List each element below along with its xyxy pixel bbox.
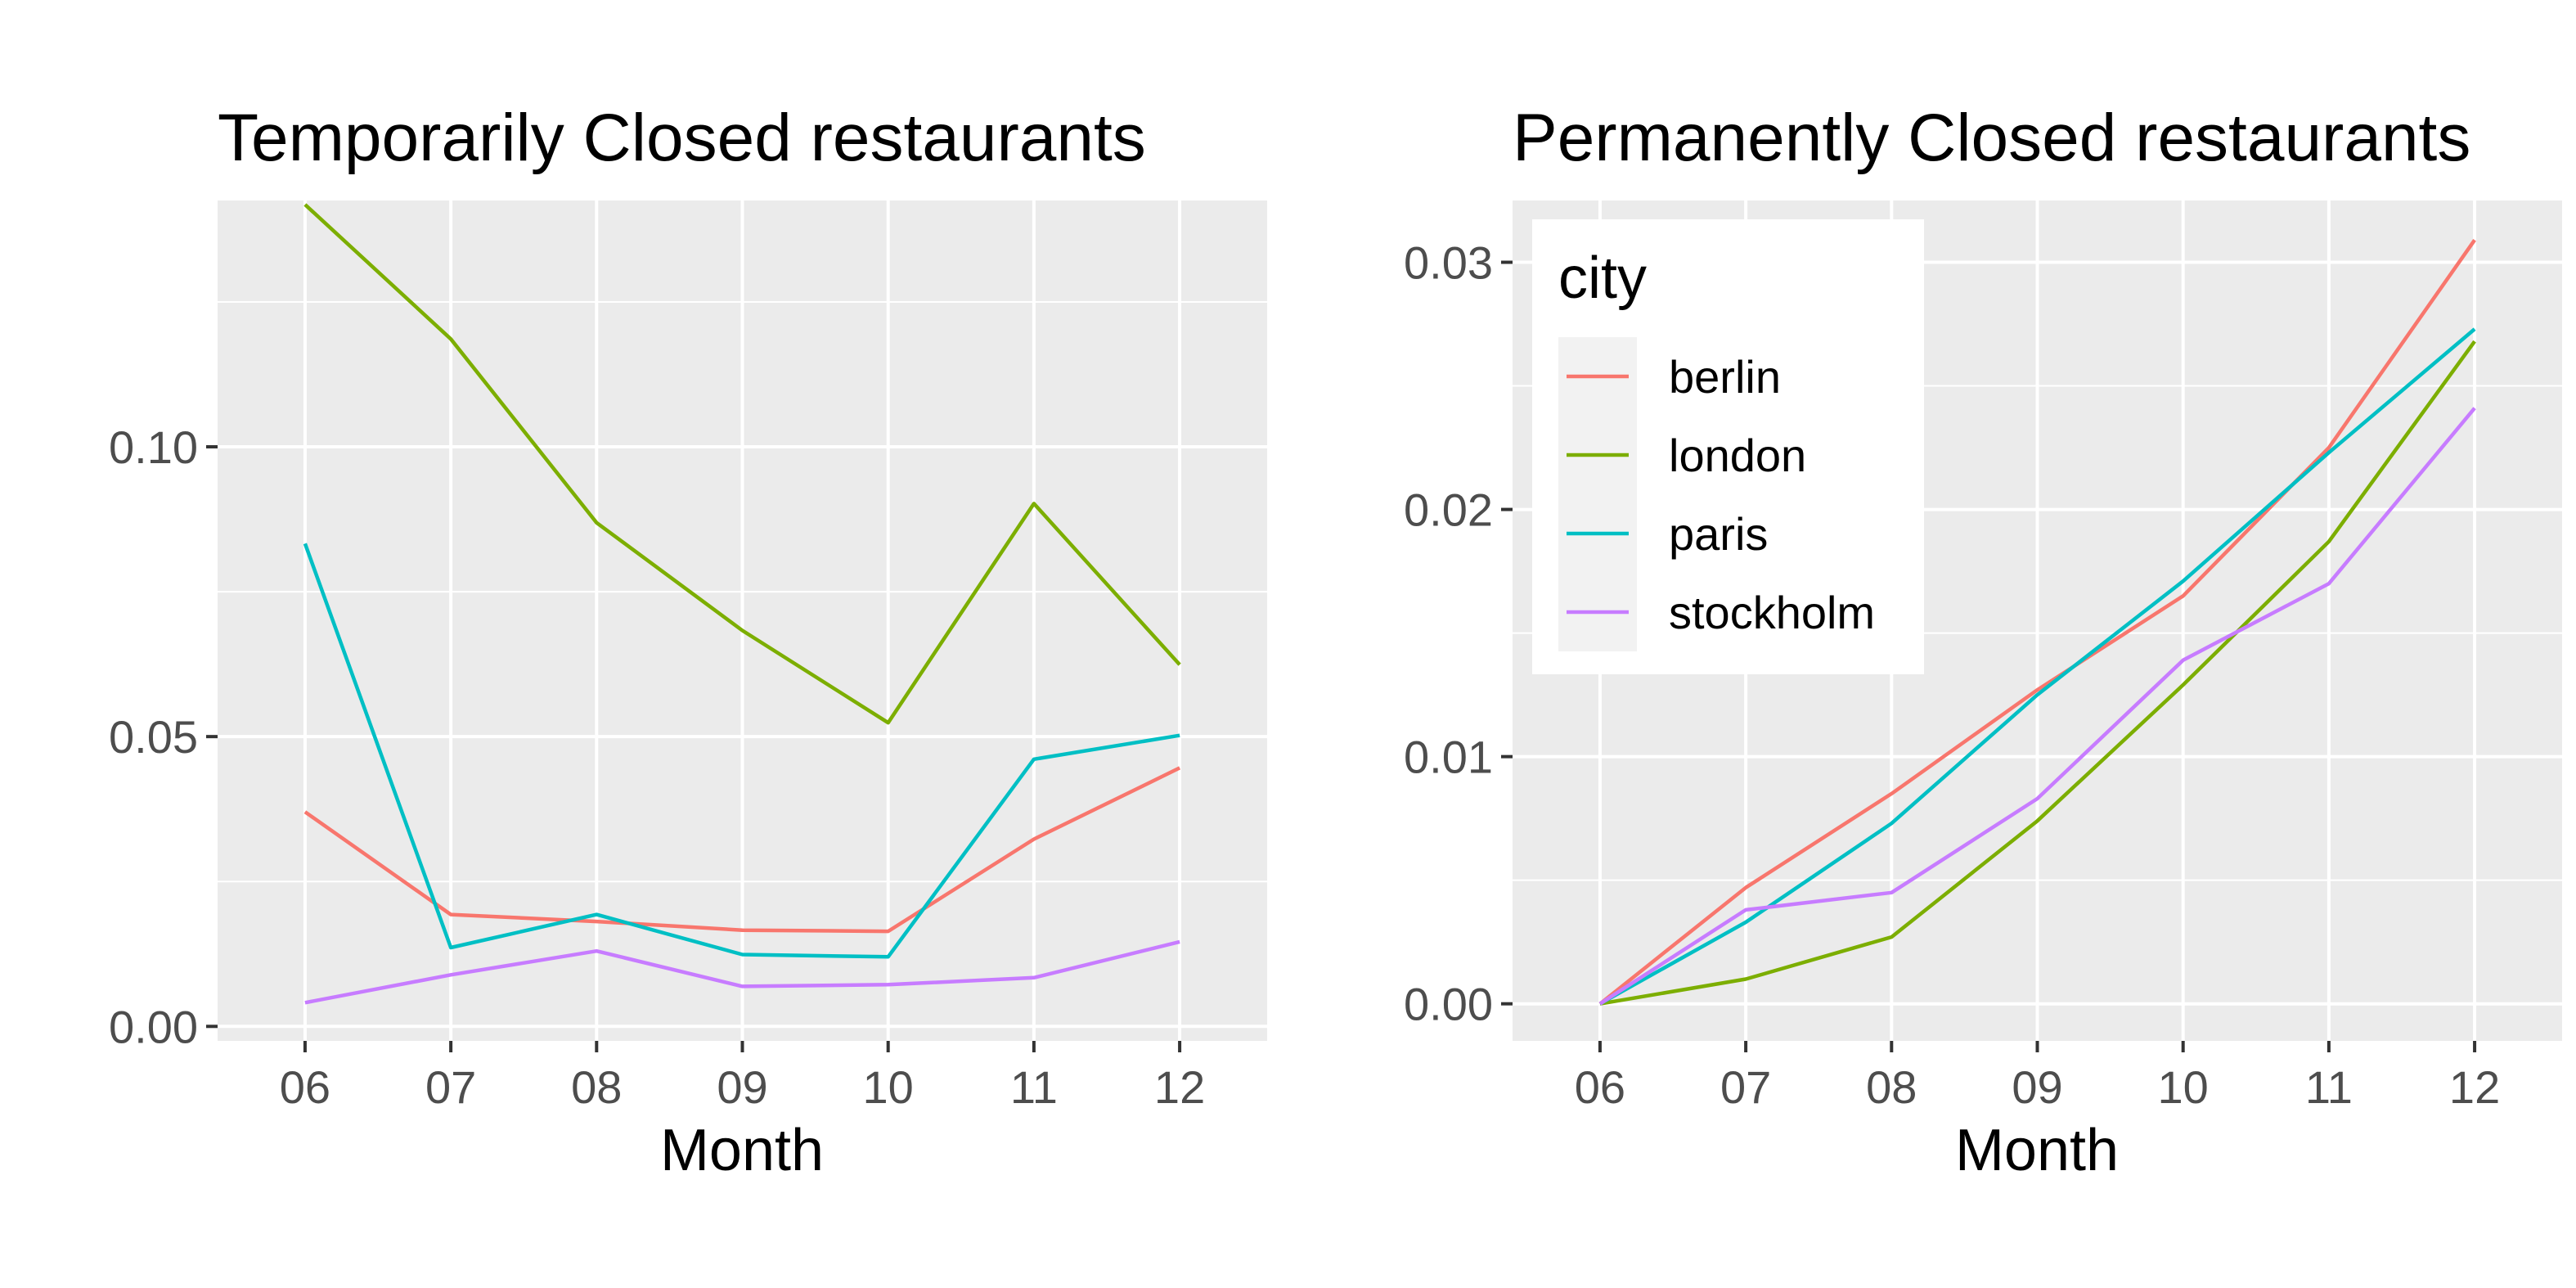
x-tick-label: 11 (2305, 1061, 2353, 1113)
x-tick-label: 09 (2012, 1061, 2062, 1113)
x-tick-label: 06 (1575, 1061, 1625, 1113)
x-tick-label: 10 (863, 1061, 914, 1113)
x-tick-label: 07 (1720, 1061, 1771, 1113)
y-tick-label: 0.00 (109, 1001, 198, 1052)
x-tick-label: 10 (2158, 1061, 2209, 1113)
series-line-london (1599, 340, 2476, 1006)
x-tick-label: 06 (280, 1061, 330, 1113)
x-axis-title: Month (1955, 1118, 2119, 1183)
x-axis-ticks: 06 07 08 09 10 11 12 (1575, 1041, 2500, 1113)
panel-title: Permanently Closed restaurants (1513, 101, 2470, 175)
series-lines (1598, 239, 2476, 1006)
series-line-paris (303, 543, 1180, 959)
y-axis-ticks: 0.00 0.01 0.02 0.03 (1404, 237, 1513, 1030)
y-tick-label: 0.03 (1404, 237, 1493, 289)
grid-lines (218, 200, 1267, 1041)
series-lines (303, 203, 1181, 1005)
legend-label-berlin: berlin (1669, 351, 1781, 403)
y-axis-ticks: 0.00 0.05 0.10 (109, 421, 218, 1052)
series-line-berlin (303, 766, 1181, 934)
panel-temporarily-closed: Temporarily Closed restaurants 0.000.050… (109, 101, 1267, 1183)
x-axis-title: Month (660, 1118, 824, 1183)
y-tick-label: 0.00 (1404, 979, 1493, 1030)
legend-label-paris: paris (1669, 508, 1768, 560)
x-tick-label: 11 (1010, 1061, 1058, 1113)
legend-entries: berlin london paris stockholm (1558, 337, 1875, 651)
x-tick-label: 09 (717, 1061, 767, 1113)
x-axis-ticks: 06 07 08 09 10 11 12 (280, 1041, 1205, 1113)
y-tick-label: 0.01 (1404, 732, 1493, 783)
panel-title: Temporarily Closed restaurants (218, 101, 1146, 175)
series-line-stockholm (1598, 407, 2476, 1006)
panel-permanently-closed: Permanently Closed restaurants 0.000.010… (1404, 101, 2562, 1183)
y-tick-label: 0.02 (1404, 484, 1493, 536)
legend-label-london: london (1669, 430, 1806, 481)
series-line-london (303, 203, 1181, 725)
y-tick-label: 0.10 (109, 421, 198, 473)
x-tick-label: 12 (2449, 1061, 2500, 1113)
legend-title: city (1558, 245, 1647, 311)
series-line-paris (1598, 327, 2476, 1006)
x-tick-label: 07 (425, 1061, 476, 1113)
y-tick-label: 0.05 (109, 711, 198, 763)
legend-label-stockholm: stockholm (1669, 587, 1875, 638)
x-tick-label: 08 (571, 1061, 622, 1113)
x-tick-label: 08 (1866, 1061, 1917, 1113)
series-line-stockholm (304, 939, 1180, 1005)
series-line-berlin (1598, 239, 2476, 1006)
x-tick-label: 12 (1154, 1061, 1205, 1113)
legend: city berlin london paris stockholm (1532, 219, 1924, 674)
